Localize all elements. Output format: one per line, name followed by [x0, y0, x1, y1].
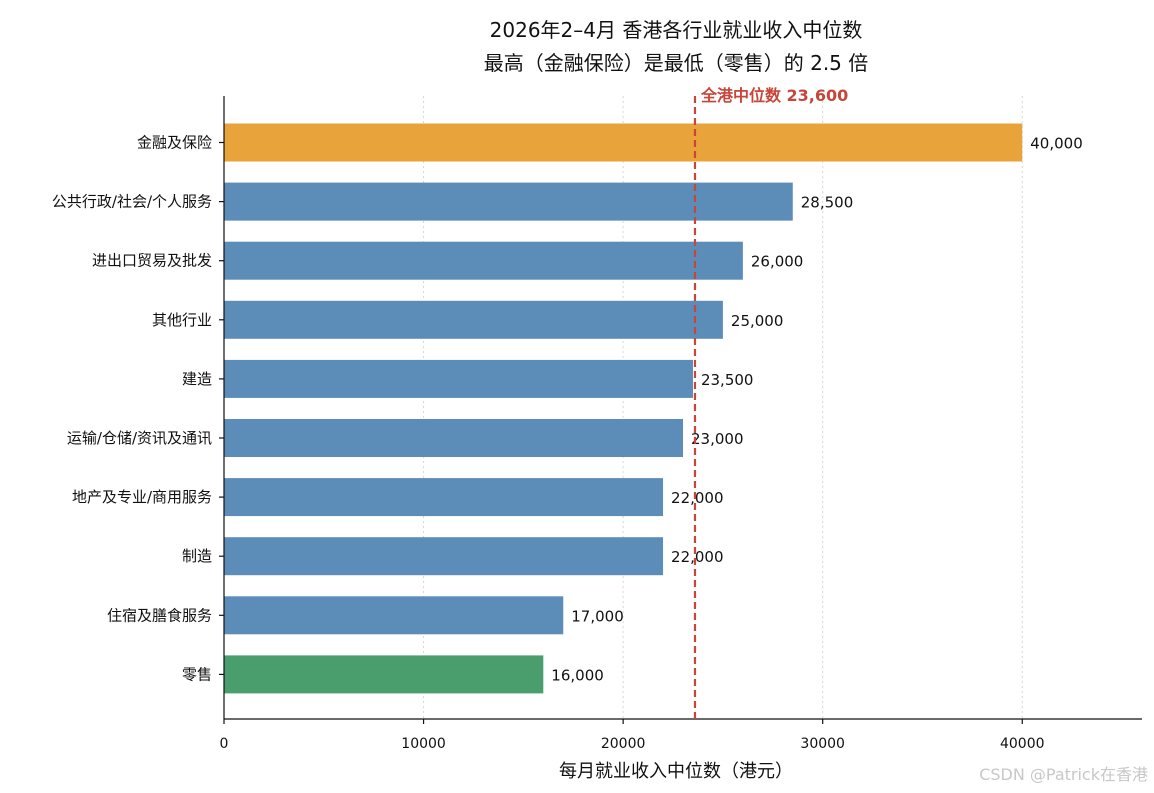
watermark: CSDN @Patrick在香港 [979, 765, 1148, 784]
category-label: 其他行业 [152, 311, 212, 329]
chart-title-line1: 2026年2–4月 香港各行业就业收入中位数 [490, 18, 863, 42]
bar [224, 655, 544, 694]
category-label: 建造 [182, 370, 212, 388]
value-label: 22,000 [671, 489, 724, 507]
bar [224, 419, 683, 457]
category-label: 进出口贸易及批发 [92, 252, 212, 270]
bar [224, 596, 564, 635]
category-label: 公共行政/社会/个人服务 [52, 193, 212, 211]
bar [224, 359, 693, 398]
reference-line-group: 全港中位数 23,600 [693, 86, 848, 719]
value-label: 16,000 [551, 666, 604, 684]
value-label: 40,000 [1030, 135, 1083, 153]
x-tick-label: 10000 [401, 736, 446, 752]
bar [224, 123, 1023, 162]
category-label: 金融及保险 [137, 134, 212, 152]
value-label: 17,000 [571, 607, 624, 625]
value-label: 23,500 [701, 371, 754, 389]
value-labels: 40,000 28,500 26,000 25,000 23,500 23,000 22,0… [551, 135, 1082, 685]
category-label: 制造 [182, 547, 212, 565]
bar [224, 182, 793, 221]
category-label: 地产及专业/商用服务 [72, 488, 212, 506]
chart-title-line2: 最高（金融保险）是最低（零售）的 2.5 倍 [484, 51, 869, 75]
bar [224, 300, 723, 339]
value-label: 23,000 [691, 430, 744, 448]
x-axis-ticks: 0 10000 20000 30000 40000 [220, 719, 1045, 752]
x-tick-label: 30000 [800, 736, 845, 752]
bar [224, 478, 664, 517]
median-reference-label: 全港中位数 23,600 [700, 86, 848, 105]
bar [224, 537, 664, 576]
category-label: 运输/仓储/资讯及通讯 [67, 429, 212, 447]
value-label: 25,000 [731, 312, 784, 330]
value-label: 22,000 [671, 548, 724, 566]
x-axis-label: 每月就业收入中位数（港元） [559, 761, 793, 782]
category-label: 零售 [182, 665, 212, 683]
x-tick-label: 20000 [601, 736, 646, 752]
category-labels: 金融及保险公共行政/社会/个人服务进出口贸易及批发其他行业建造运输/仓储/资讯及… [52, 134, 224, 683]
bars [224, 123, 1023, 694]
category-label: 住宿及膳食服务 [107, 606, 212, 624]
x-tick-label: 0 [220, 736, 229, 752]
x-tick-label: 40000 [1000, 736, 1045, 752]
grid-lines [423, 96, 1023, 719]
value-label: 28,500 [801, 194, 854, 212]
bar [224, 241, 743, 280]
value-label: 26,000 [751, 253, 804, 271]
